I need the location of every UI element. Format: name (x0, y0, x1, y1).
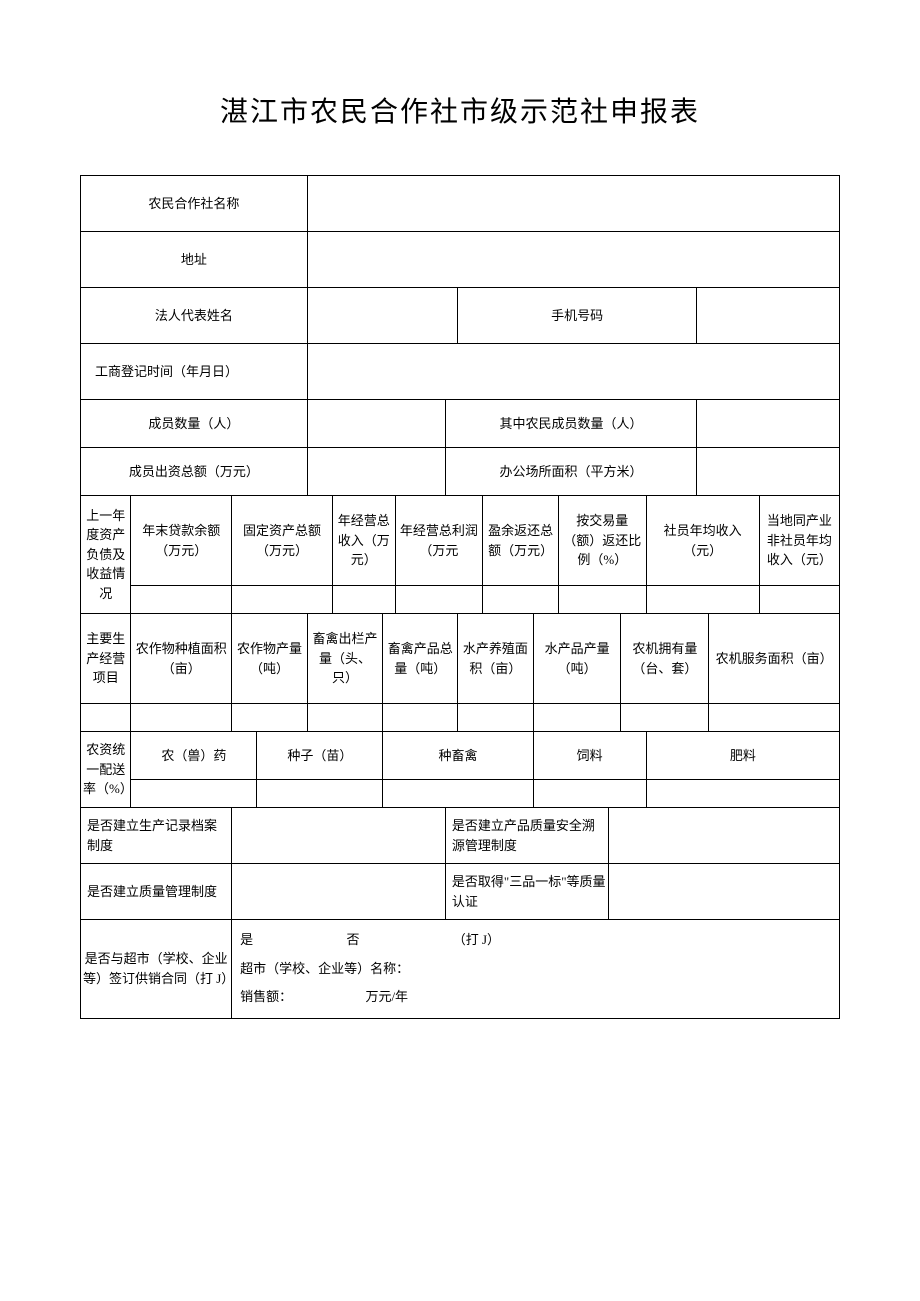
value-livestock-products (383, 704, 458, 732)
value-quality-trace (609, 808, 840, 864)
label-quality-mgmt: 是否建立质量管理制度 (81, 864, 232, 920)
label-annual-income: 年经营总收入（万元） (332, 496, 395, 586)
text-sales-amount: 销售额： (240, 989, 292, 1004)
value-production-record (232, 808, 446, 864)
value-local-nonmember-income (759, 586, 839, 614)
label-surplus-return: 盈余返还总额（万元） (483, 496, 559, 586)
value-legal-rep (307, 288, 457, 344)
value-member-avg-income (646, 586, 759, 614)
label-annual-profit: 年经营总利润（万元 (395, 496, 483, 586)
text-no: 否 (346, 932, 359, 947)
value-reg-date (307, 344, 839, 400)
label-farmer-member-count: 其中农民成员数量（人） (445, 400, 696, 448)
label-livestock-output: 畜禽出栏产量（头、只） (307, 614, 383, 704)
label-address: 地址 (81, 232, 308, 288)
label-coop-name: 农民合作社名称 (81, 176, 308, 232)
label-main-business: 主要生产经营项目 (81, 614, 131, 704)
value-member-count (307, 400, 445, 448)
text-sales-unit: 万元/年 (365, 989, 408, 1004)
value-surplus-return (483, 586, 559, 614)
text-check-j: （打 J） (453, 932, 500, 947)
label-office-area: 办公场所面积（平方米） (445, 448, 696, 496)
text-yes: 是 (240, 932, 253, 947)
value-three-products (609, 864, 840, 920)
label-aquaculture-area: 水产养殖面积（亩） (458, 614, 534, 704)
value-farmer-member-count (697, 400, 840, 448)
value-annual-income (332, 586, 395, 614)
value-machinery-service-area (709, 704, 840, 732)
label-reg-date: 工商登记时间（年月日） (81, 344, 308, 400)
supermarket-contract-block: 是 否 （打 J） 超市（学校、企业等）名称： 销售额： 万元/年 (232, 920, 840, 1019)
label-livestock-products: 畜禽产品总量（吨） (383, 614, 458, 704)
label-machinery-count: 农机拥有量（台、套） (621, 614, 709, 704)
value-fertilizer (646, 780, 839, 808)
value-quality-mgmt (232, 864, 446, 920)
label-crop-area: 农作物种植面积（亩） (131, 614, 232, 704)
value-main-business-blank (81, 704, 131, 732)
label-vet-medicine: 农（兽）药 (131, 732, 257, 780)
label-feed: 饲料 (533, 732, 646, 780)
label-production-record: 是否建立生产记录档案制度 (81, 808, 232, 864)
value-machinery-count (621, 704, 709, 732)
label-member-avg-income: 社员年均收入（元） (646, 496, 759, 586)
value-livestock-output (307, 704, 383, 732)
label-fixed-assets: 固定资产总额（万元） (232, 496, 333, 586)
value-coop-name (307, 176, 839, 232)
value-total-contribution (307, 448, 445, 496)
label-local-nonmember-income: 当地同产业非社员年均收入（元） (759, 496, 839, 586)
label-total-contribution: 成员出资总额（万元） (81, 448, 308, 496)
value-address (307, 232, 839, 288)
label-seeds: 种子（苗） (257, 732, 383, 780)
label-crop-yield: 农作物产量（吨） (232, 614, 308, 704)
page-title: 湛江市农民合作社市级示范社申报表 (80, 90, 840, 130)
label-machinery-service-area: 农机服务面积（亩） (709, 614, 840, 704)
value-feed (533, 780, 646, 808)
label-aquatic-yield: 水产品产量（吨） (533, 614, 621, 704)
label-supermarket-contract: 是否与超市（学校、企业等）签订供销合同（打 J） (81, 920, 232, 1019)
value-aquaculture-area (458, 704, 534, 732)
value-return-ratio (558, 586, 646, 614)
label-supply-rate: 农资统一配送率（%） (81, 732, 131, 808)
label-quality-trace: 是否建立产品质量安全溯源管理制度 (445, 808, 608, 864)
label-breeding-stock: 种畜禽 (383, 732, 533, 780)
value-seeds (257, 780, 383, 808)
value-fixed-assets (232, 586, 333, 614)
label-phone: 手机号码 (458, 288, 697, 344)
value-phone (697, 288, 840, 344)
value-aquatic-yield (533, 704, 621, 732)
label-three-products: 是否取得"三品一标"等质量认证 (445, 864, 608, 920)
value-vet-medicine (131, 780, 257, 808)
value-crop-yield (232, 704, 308, 732)
application-form-table: 农民合作社名称 地址 法人代表姓名 手机号码 工商登记时间（年月日） 成员数量（… (80, 175, 840, 1019)
label-loan-balance: 年末贷款余额（万元） (131, 496, 232, 586)
value-loan-balance (131, 586, 232, 614)
label-return-ratio: 按交易量（额）返还比例（%） (558, 496, 646, 586)
label-member-count: 成员数量（人） (81, 400, 308, 448)
label-fertilizer: 肥料 (646, 732, 839, 780)
label-prev-year-finance: 上一年度资产负债及收益情况 (81, 496, 131, 614)
text-supermarket-name: 超市（学校、企业等）名称： (240, 961, 409, 976)
label-legal-rep: 法人代表姓名 (81, 288, 308, 344)
value-office-area (697, 448, 840, 496)
value-breeding-stock (383, 780, 533, 808)
value-crop-area (131, 704, 232, 732)
value-annual-profit (395, 586, 483, 614)
